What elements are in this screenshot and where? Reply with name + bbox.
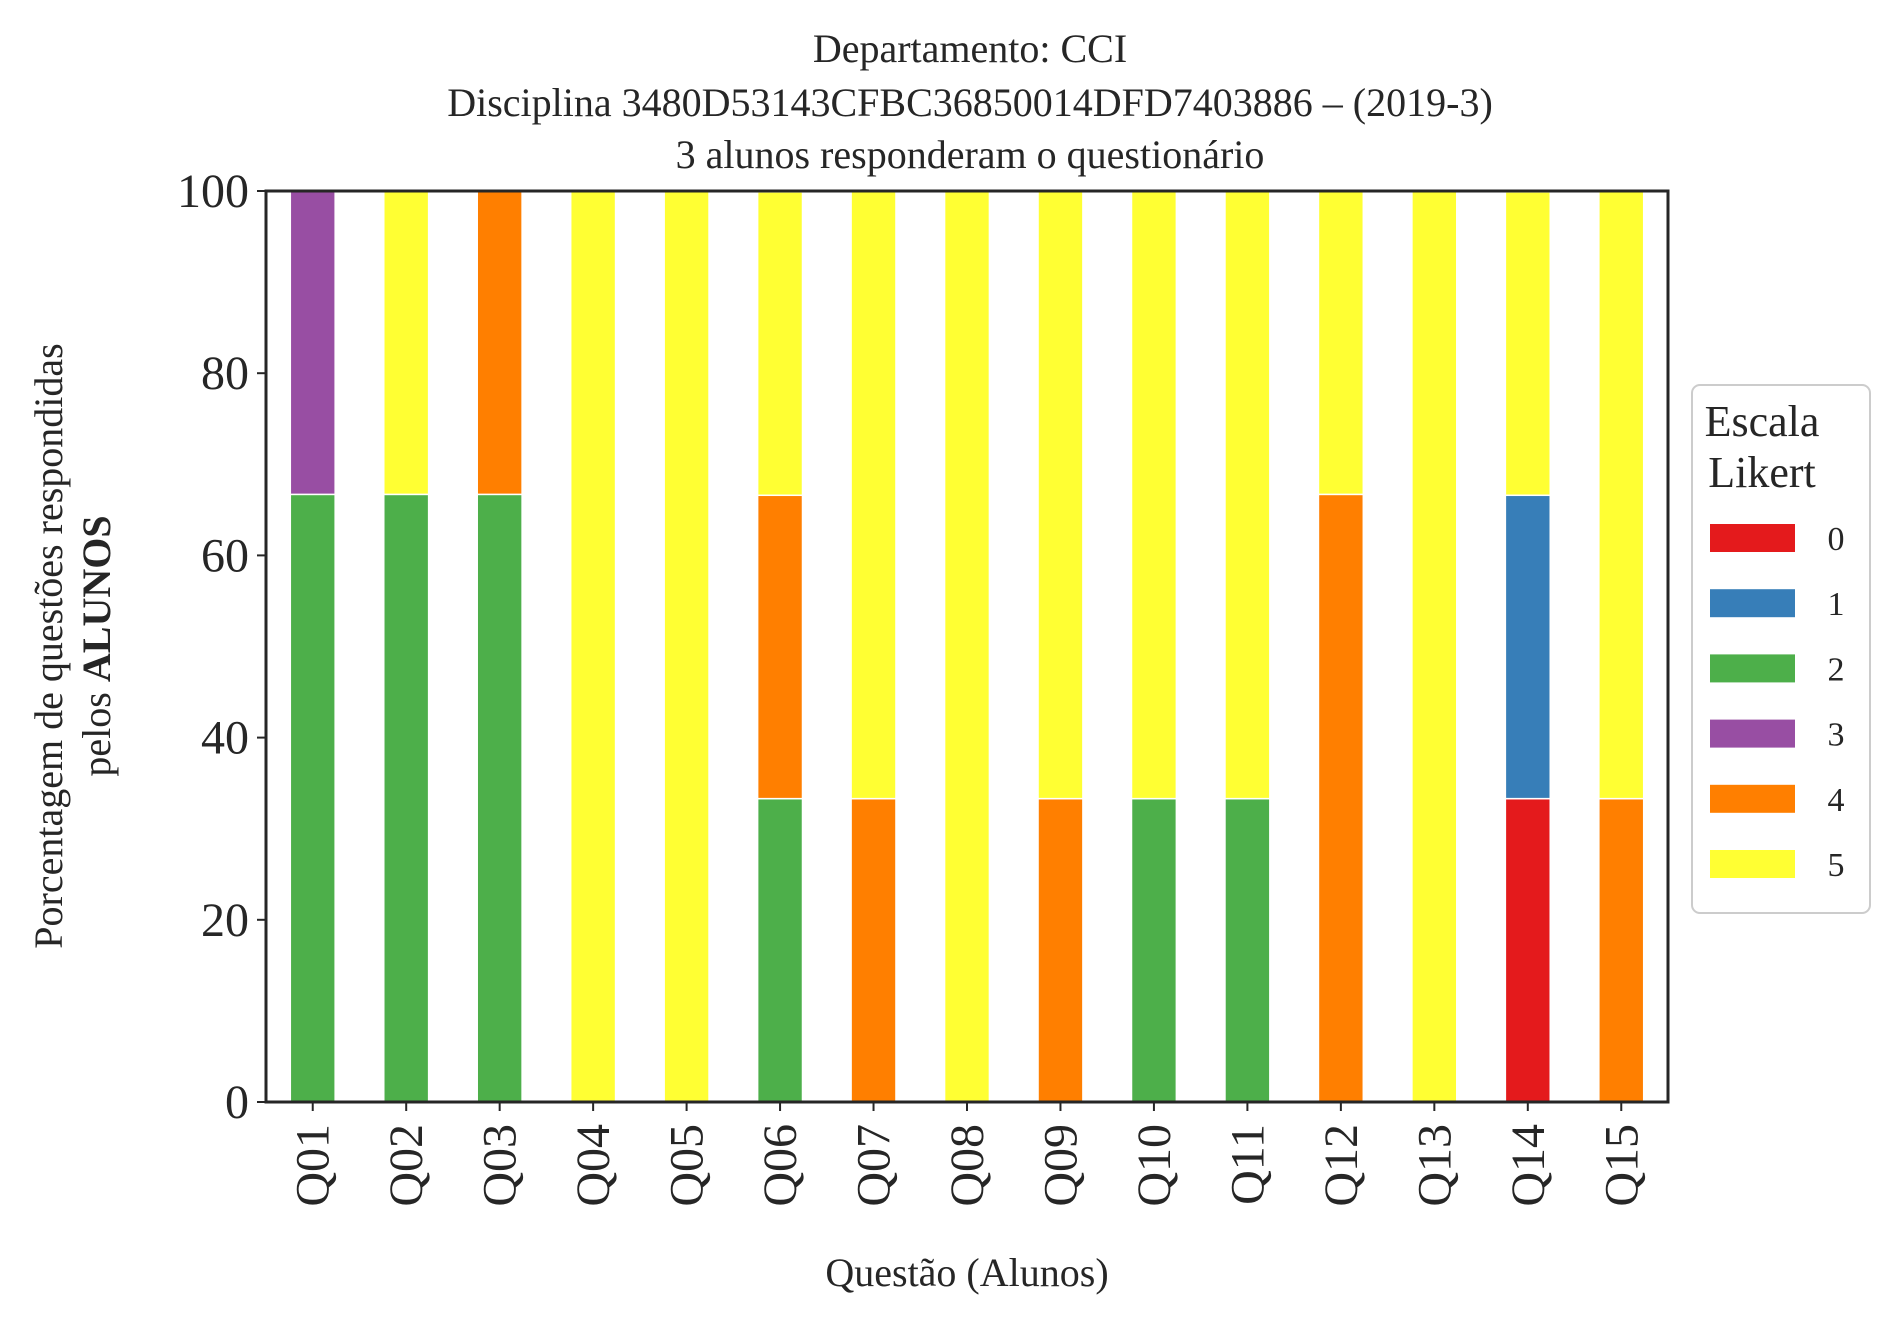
x-tick-label-q10: Q10 [1128, 1124, 1181, 1207]
bar-q03-level-2 [476, 493, 523, 1103]
bar-q06-level-4 [756, 494, 804, 800]
x-tick-label-q15: Q15 [1595, 1124, 1648, 1207]
bar-q02-level-5 [383, 190, 430, 496]
x-tick-label-q07: Q07 [848, 1124, 901, 1207]
y-tick-label-20: 20 [201, 894, 249, 947]
y-tick-label-60: 60 [201, 529, 249, 582]
legend-swatch-4 [1710, 784, 1795, 813]
bar-q11-level-2 [1224, 797, 1271, 1103]
bar-q10-level-5 [1130, 190, 1178, 800]
x-axis-ticks: Q01 Q02 Q03 Q04 Q05 Q06 Q07 Q08 Q09 Q10 Q11 Q12 Q13 Q… [287, 1102, 1648, 1207]
bar-q01-level-2 [289, 493, 336, 1103]
bar-q04-level-5 [569, 190, 617, 1103]
legend-swatch-5 [1710, 850, 1795, 878]
y-tick-label-80: 80 [201, 347, 249, 400]
x-axis-label: Questão (Alunos) [825, 1250, 1108, 1295]
x-tick-label-q12: Q12 [1315, 1124, 1368, 1207]
legend-label-0: 0 [1828, 521, 1845, 558]
bar-q06-level-2 [756, 797, 804, 1103]
bar-q06-level-5 [756, 191, 804, 497]
legend-swatch-2 [1710, 654, 1795, 683]
legend-title-line-2: Likert [1708, 448, 1816, 497]
bar-q01-level-3 [289, 190, 336, 496]
bar-q09-level-4 [1037, 797, 1084, 1103]
bar-q14-level-0 [1504, 797, 1551, 1103]
bar-q14-level-5 [1504, 191, 1551, 497]
bar-q14-level-1 [1504, 494, 1551, 800]
legend-label-5: 5 [1828, 847, 1845, 884]
plot-frame [264, 189, 1670, 1104]
bar-q13-level-5 [1411, 190, 1458, 1103]
y-axis-ticks: 0 20 40 60 80 100 [177, 165, 266, 1129]
x-tick-label-q02: Q02 [380, 1124, 433, 1207]
x-tick-label-q09: Q09 [1034, 1124, 1087, 1207]
x-tick-label-q08: Q08 [941, 1124, 994, 1207]
bar-q15-level-4 [1598, 797, 1645, 1103]
y-axis-label-line-2: pelos ALUNOS [74, 515, 119, 776]
bar-q11-level-5 [1224, 190, 1271, 800]
legend-label-3: 3 [1828, 717, 1845, 754]
bar-q10-level-2 [1130, 797, 1178, 1103]
legend-label-4: 4 [1828, 782, 1845, 819]
title-line-1: Departamento: CCI [813, 26, 1127, 71]
x-tick-label-q11: Q11 [1221, 1124, 1274, 1205]
bar-q07-level-4 [850, 797, 897, 1103]
bar-q05-level-5 [663, 190, 710, 1103]
title-line-2: Disciplina 3480D53143CFBC36850014DFD7403… [447, 80, 1493, 125]
bar-q03-level-4 [476, 190, 523, 496]
y-tick-label-100: 100 [177, 165, 249, 218]
legend-swatch-3 [1710, 719, 1795, 748]
bars-group [289, 190, 1645, 1103]
legend-swatch-0 [1710, 524, 1795, 552]
bar-q07-level-5 [850, 190, 897, 800]
legend: Escala Likert 0 1 2 3 4 5 [1691, 384, 1871, 914]
x-tick-label-q14: Q14 [1502, 1124, 1555, 1207]
legend-items: 0 1 2 3 4 5 [1710, 521, 1845, 884]
legend-swatch-1 [1710, 589, 1795, 618]
y-axis-label-bold: ALUNOS [74, 515, 119, 682]
chart-title: Departamento: CCI Disciplina 3480D53143C… [447, 26, 1493, 177]
bar-q08-level-5 [943, 190, 991, 1103]
bar-q12-level-5 [1317, 190, 1365, 496]
bar-q12-level-4 [1317, 493, 1365, 1103]
y-tick-label-40: 40 [201, 712, 249, 765]
y-axis-label-prefix: pelos [74, 682, 119, 776]
title-line-3: 3 alunos responderam o questionário [676, 132, 1265, 177]
x-tick-label-q13: Q13 [1408, 1124, 1461, 1207]
x-tick-label-q06: Q06 [754, 1124, 807, 1207]
x-tick-label-q05: Q05 [661, 1124, 714, 1207]
legend-title-line-1: Escala [1705, 397, 1820, 446]
bar-q09-level-5 [1037, 190, 1084, 800]
legend-label-2: 2 [1828, 651, 1845, 688]
y-tick-label-0: 0 [225, 1076, 249, 1129]
bar-q15-level-5 [1598, 190, 1645, 800]
bar-q02-level-2 [383, 493, 430, 1103]
y-axis-label-line-1: Porcentagem de questões respondidas [26, 343, 71, 948]
y-axis-label: Porcentagem de questões respondidas pelo… [26, 343, 119, 948]
legend-box [1691, 384, 1871, 914]
x-tick-label-q04: Q04 [567, 1124, 620, 1207]
x-tick-label-q01: Q01 [287, 1124, 340, 1207]
x-tick-label-q03: Q03 [474, 1124, 527, 1207]
legend-label-1: 1 [1828, 586, 1845, 623]
